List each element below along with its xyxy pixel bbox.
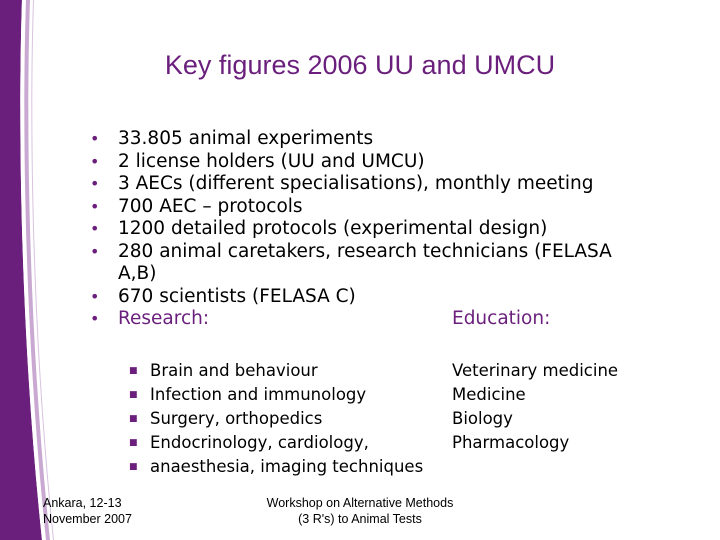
footer-event-line1: Workshop on Alternative Methods: [266, 496, 454, 510]
decorative-left-stripe: [0, 0, 54, 540]
bullet-dot-icon: •: [90, 219, 100, 238]
research-item: Infection and immunology: [150, 385, 367, 404]
education-item: Pharmacology: [452, 433, 570, 452]
bullet-item: • 2 license holders (UU and UMCU): [90, 151, 680, 174]
bullet-item: • 700 AEC – protocols: [90, 196, 680, 219]
square-bullet-icon: ■: [129, 438, 138, 448]
research-education-list: ■ Brain and behaviour Veterinary medicin…: [129, 359, 689, 479]
list-item: ■ Surgery, orthopedics Biology: [129, 407, 689, 431]
education-heading: Education:: [452, 308, 551, 329]
bullet-item: • 33.805 animal experiments: [90, 128, 680, 151]
bullet-dot-icon: •: [90, 174, 100, 193]
list-item: ■ Endocrinology, cardiology, Pharmacolog…: [129, 431, 689, 455]
education-item: Biology: [452, 409, 513, 428]
bullet-item: • 3 AECs (different specialisations), mo…: [90, 173, 680, 196]
bullet-dot-icon: •: [90, 196, 100, 216]
bullet-text: 280 animal caretakers, research technici…: [118, 240, 612, 285]
square-bullet-icon: ■: [129, 366, 138, 376]
bullet-list: • 33.805 animal experiments • 2 license …: [90, 128, 680, 331]
footer-date-location: Ankara, 12-13 November 2007: [43, 495, 183, 527]
list-item: ■ Infection and immunology Medicine: [129, 383, 689, 407]
bullet-text: 3 AECs (different specialisations), mont…: [118, 173, 594, 194]
bullet-dot-icon: •: [90, 151, 100, 171]
education-item: Medicine: [452, 385, 526, 404]
footer-event-title: Workshop on Alternative Methods (3 R's) …: [230, 495, 490, 527]
footer-date: November 2007: [43, 512, 132, 526]
bullet-dot-icon: •: [90, 241, 100, 261]
bullet-dot-icon: •: [90, 286, 100, 306]
education-item: Veterinary medicine: [452, 361, 619, 380]
research-item: Surgery, orthopedics: [150, 409, 323, 428]
square-bullet-icon: ■: [129, 462, 138, 472]
bullet-text: 670 scientists (FELASA C): [118, 285, 356, 307]
bullet-text: 1200 detailed protocols (experimental de…: [118, 218, 548, 239]
bullet-item: • 280 animal caretakers, research techni…: [90, 241, 680, 286]
bullet-dot-icon: •: [90, 309, 100, 328]
bullet-item-research: • Research: Education:: [90, 308, 680, 331]
bullet-text: 2 license holders (UU and UMCU): [118, 150, 425, 172]
list-item: ■ Brain and behaviour Veterinary medicin…: [129, 359, 689, 383]
research-item: Brain and behaviour: [150, 361, 318, 380]
footer-location: Ankara, 12-13: [43, 496, 122, 510]
research-heading: Research:: [118, 308, 210, 329]
bullet-item: • 1200 detailed protocols (experimental …: [90, 218, 680, 241]
square-bullet-icon: ■: [129, 390, 138, 400]
list-item: ■ anaesthesia, imaging techniques: [129, 455, 689, 479]
slide-title: Key figures 2006 UU and UMCU: [164, 50, 556, 80]
research-item: anaesthesia, imaging techniques: [150, 457, 424, 476]
footer-event-line2: (3 R's) to Animal Tests: [298, 512, 422, 526]
bullet-text: 700 AEC – protocols: [118, 195, 303, 217]
bullet-text: 33.805 animal experiments: [118, 128, 374, 149]
square-bullet-icon: ■: [129, 414, 138, 424]
bullet-item: • 670 scientists (FELASA C): [90, 286, 680, 309]
bullet-dot-icon: •: [90, 129, 100, 148]
research-item: Endocrinology, cardiology,: [150, 433, 369, 452]
